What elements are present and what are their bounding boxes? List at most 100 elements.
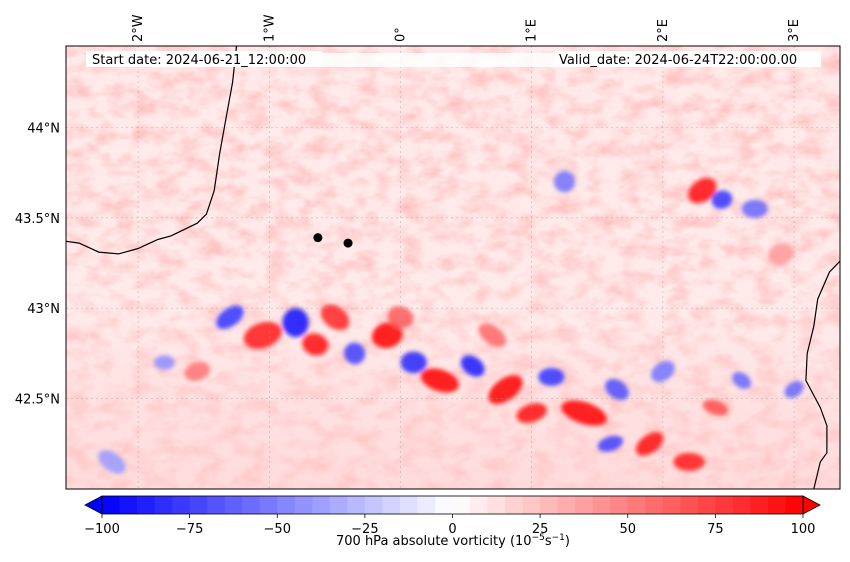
colorbar-cell [715, 496, 734, 514]
vorticity-feature [673, 452, 705, 471]
vorticity-feature [688, 177, 717, 204]
colorbar-label-end: ) [565, 534, 570, 549]
colorbar-cell [680, 496, 699, 514]
lat-tick-label: 44°N [27, 121, 60, 136]
colorbar-ticks: −100 −75 −50 −25 0 25 50 75 100 [84, 514, 815, 537]
colorbar-cell [627, 496, 646, 514]
colorbar-max-arrow [802, 495, 821, 515]
vorticity-feature [516, 403, 547, 423]
colorbar-cell [732, 496, 751, 514]
colorbar-label: 700 hPa absolute vorticity (10−5s−1) [336, 533, 570, 549]
map-frame [65, 45, 841, 490]
vorticity-feature [635, 432, 664, 456]
annotation-strip [322, 53, 555, 67]
colorbar-label-exp2: −1 [552, 533, 565, 543]
lat-tick-label: 43.5°N [15, 212, 60, 227]
lon-tick-label: 2°W [131, 14, 146, 42]
vorticity-feature [320, 304, 350, 330]
vorticity-feature [702, 399, 729, 416]
vorticity-feature [343, 342, 366, 365]
colorbar-cell [382, 496, 401, 514]
vorticity-feature [561, 400, 607, 426]
vorticity-feature [302, 333, 329, 356]
colorbar-cell [277, 496, 296, 514]
valid-date-box [555, 51, 821, 67]
longitude-tick-labels: 2°W 1°W 0° 1°E 2°E 3°E [131, 14, 802, 42]
colorbar-tick-label: −50 [264, 522, 291, 537]
colorbar-cell [487, 496, 506, 514]
vorticity-feature [216, 305, 244, 330]
colorbar-cell [137, 496, 155, 514]
colorbar-cell [364, 496, 383, 514]
colorbar-cell [329, 496, 348, 514]
valid-date-label: Valid_date: 2024-06-24T22:00:00.00 [559, 53, 797, 68]
vorticity-feature [741, 199, 768, 218]
colorbar-cell [697, 496, 716, 514]
latitude-tick-labels: 44°N 43.5°N 43°N 42.5°N [15, 121, 60, 407]
lon-tick-label: 0° [394, 27, 409, 42]
colorbar-cell [575, 496, 594, 514]
colorbar-cell [189, 496, 208, 514]
colorbar-cell [312, 496, 331, 514]
vorticity-feature [184, 361, 210, 381]
colorbar-cell [399, 496, 418, 514]
colorbar-tick-label: −75 [176, 522, 203, 537]
colorbar-tick-label: 50 [619, 522, 636, 537]
coastline-bay-of-biscay [66, 46, 238, 255]
colorbar-cell [610, 496, 629, 514]
vorticity-feature [371, 322, 403, 349]
lon-tick-label: 2°E [656, 19, 671, 42]
colorbar-min-arrow [84, 495, 103, 515]
colorbar-cell [294, 496, 313, 514]
colorbar-label-unit: s [545, 534, 552, 549]
colorbar-cell [785, 496, 804, 514]
location-markers [313, 233, 353, 248]
colorbar: −100 −75 −50 −25 0 25 50 75 100 700 hPa absolute… [84, 495, 821, 549]
colorbar-cell [434, 496, 453, 514]
lon-tick-label: 1°E [525, 19, 540, 42]
vorticity-feature [243, 321, 282, 349]
vorticity-feature [98, 450, 126, 474]
colorbar-cell [592, 496, 611, 514]
colorbar-tick-label: −25 [351, 522, 378, 537]
colorbar-cell [224, 496, 243, 514]
vorticity-feature [605, 378, 629, 401]
colorbar-cell [102, 496, 120, 514]
colorbar-cell [417, 496, 436, 514]
location-marker [313, 233, 323, 243]
colorbar-cell [505, 496, 523, 514]
colorbar-cell [750, 496, 769, 514]
vorticity-feature [282, 308, 309, 338]
colorbar-cell [557, 496, 576, 514]
colorbar-cell [452, 496, 471, 514]
colorbar-cell [154, 496, 173, 514]
coastlines [66, 46, 840, 489]
colorbar-tick-label: 0 [448, 522, 456, 537]
coastline-mediterranean [805, 260, 840, 489]
vorticity-feature [784, 381, 804, 399]
vorticity-feature [400, 351, 427, 374]
lat-tick-label: 43°N [27, 302, 60, 317]
map-panel: Start date: 2024-06-21_12:00:00 Valid_da… [65, 45, 841, 490]
vorticity-feature [478, 323, 507, 348]
mountain-band-shading [66, 250, 840, 489]
vorticity-feature [153, 355, 175, 370]
colorbar-tick-label: −100 [84, 522, 120, 537]
colorbar-cell [172, 496, 191, 514]
vorticity-feature [597, 435, 624, 452]
vorticity-field [66, 46, 840, 489]
colorbar-cell [470, 496, 488, 514]
lon-tick-label: 3°E [787, 19, 802, 42]
vorticity-feature [488, 375, 523, 405]
colorbar-label-exp: −5 [532, 533, 545, 543]
vorticity-feature [768, 242, 794, 266]
colorbar-cell [119, 496, 138, 514]
location-marker [343, 238, 353, 248]
colorbar-cell [347, 496, 366, 514]
colorbar-cell [767, 496, 786, 514]
vorticity-feature [420, 368, 459, 393]
vorticity-feature [460, 355, 485, 377]
lat-tick-label: 42.5°N [15, 393, 60, 408]
vorticity-feature [732, 372, 752, 390]
